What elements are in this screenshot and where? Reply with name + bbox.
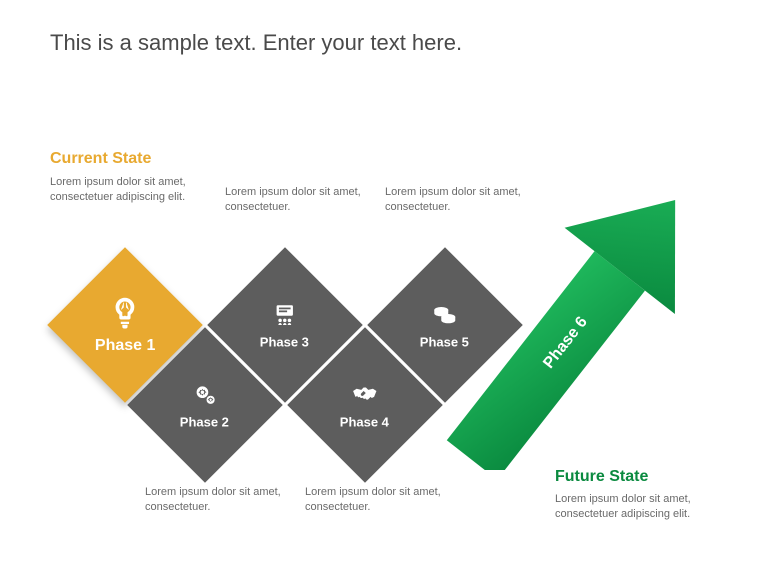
current-state-heading: Current State: [50, 150, 151, 168]
phase2-label: Phase 2: [180, 415, 229, 430]
future-state-heading: Future State: [555, 468, 648, 486]
phase4-label: Phase 4: [340, 415, 389, 430]
phase2-desc: Lorem ipsum dolor sit amet, consectetuer…: [145, 485, 285, 516]
page-title: This is a sample text. Enter your text h…: [50, 30, 462, 56]
phase4-desc: Lorem ipsum dolor sit amet, consectetuer…: [305, 485, 445, 516]
handshake-icon: [351, 381, 379, 409]
gears-icon: [191, 381, 219, 409]
bulb-icon: [107, 295, 143, 331]
phase6-arrow: Phase 6: [430, 140, 750, 470]
future-state-desc: Lorem ipsum dolor sit amet, consectetuer…: [555, 492, 695, 523]
phase3-label: Phase 3: [260, 335, 309, 350]
phase3-desc: Lorem ipsum dolor sit amet, consectetuer…: [225, 185, 365, 216]
current-state-desc: Lorem ipsum dolor sit amet, consectetuer…: [50, 175, 190, 206]
phase1-label: Phase 1: [95, 337, 155, 355]
presentation-icon: [271, 301, 299, 329]
